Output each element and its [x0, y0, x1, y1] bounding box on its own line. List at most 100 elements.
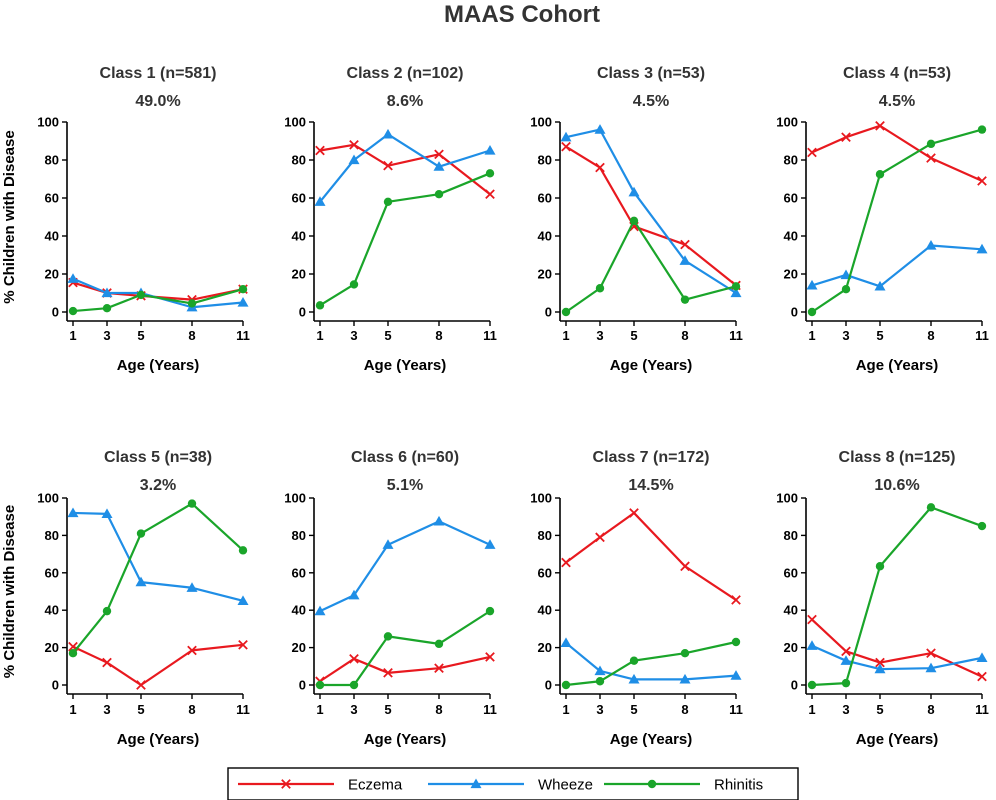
data-point-eczema: [315, 145, 325, 156]
panel-subtitle: 5.1%: [387, 477, 423, 494]
y-tick-label: 100: [776, 115, 798, 130]
data-point-eczema: [680, 561, 690, 572]
y-tick-label: 40: [292, 603, 306, 618]
panel-class-2: Class 2 (n=102) 8.6% 0 20 40 60 80 100 1 3 5 8 11 Age…: [284, 65, 497, 374]
data-point-rhinitis: [68, 306, 78, 316]
series-line-rhinitis: [320, 610, 491, 687]
y-tick-label: 60: [538, 565, 552, 580]
panel-title: Class 6 (n=60): [351, 449, 459, 466]
data-point-wheeze: [135, 576, 147, 587]
y-tick-label: 0: [299, 678, 306, 693]
data-point-rhinitis: [731, 282, 741, 291]
x-tick-label: 3: [103, 702, 110, 717]
data-point-wheeze: [730, 287, 742, 298]
data-point-wheeze: [925, 662, 937, 673]
series-rhinitis: [561, 637, 741, 690]
x-tick-label: 11: [483, 328, 497, 343]
data-point-eczema: [731, 595, 741, 605]
legend-item-wheeze: Wheeze: [428, 777, 593, 794]
series-wheeze: [560, 637, 742, 684]
x-tick-label: 1: [808, 702, 815, 717]
x-tick-label: 1: [69, 702, 76, 717]
x-tick-label: 5: [384, 702, 391, 717]
y-tick-label: 60: [538, 191, 552, 206]
series-rhinitis: [807, 125, 987, 317]
data-point-wheeze: [874, 663, 886, 674]
data-point-eczema: [349, 139, 359, 150]
series-line-rhinitis: [72, 288, 244, 313]
data-point-wheeze: [101, 508, 113, 519]
series-line-eczema: [319, 655, 491, 683]
data-point-eczema: [238, 639, 248, 650]
y-tick-label: 80: [784, 528, 798, 543]
data-point-rhinitis: [977, 521, 987, 531]
data-point-wheeze: [348, 154, 360, 165]
series-line-eczema: [72, 643, 244, 687]
x-tick-label: 8: [188, 328, 195, 343]
y-tick-label: 0: [52, 678, 59, 693]
data-point-rhinitis: [434, 639, 444, 649]
legend-marker-rhinitis: [647, 779, 657, 789]
data-point-rhinitis: [349, 280, 359, 289]
panel-subtitle: 49.0%: [135, 93, 180, 110]
legend-label: Eczema: [348, 777, 403, 794]
panel-title: Class 5 (n=38): [104, 449, 212, 466]
panel-subtitle: 4.5%: [879, 93, 915, 110]
data-point-wheeze: [484, 145, 496, 155]
data-point-rhinitis: [485, 606, 495, 616]
data-point-wheeze: [186, 582, 198, 592]
data-point-wheeze: [730, 670, 742, 680]
series-line-eczema: [811, 124, 983, 182]
x-tick-label: 11: [975, 328, 989, 343]
data-point-rhinitis: [875, 562, 885, 571]
series-line-wheeze: [811, 244, 983, 288]
y-tick-label: 40: [45, 603, 59, 618]
data-point-wheeze: [314, 196, 326, 206]
x-axis-title: Age (Years): [610, 731, 693, 748]
x-tick-label: 3: [103, 328, 110, 343]
y-tick-label: 0: [299, 305, 306, 320]
y-tick-label: 0: [52, 305, 59, 320]
y-tick-label: 100: [530, 491, 552, 506]
panel-class-5: Class 5 (n=38) 3.2% 0 20 40 60 80 100 1 3 5 8 11 Age …: [1, 449, 250, 748]
data-point-rhinitis: [102, 606, 112, 616]
series-rhinitis: [807, 503, 987, 690]
data-point-eczema: [977, 176, 987, 186]
legend-label: Rhinitis: [714, 777, 763, 794]
data-point-wheeze: [628, 186, 640, 197]
data-point-rhinitis: [102, 304, 112, 313]
panel-title: Class 2 (n=102): [347, 65, 464, 82]
data-point-rhinitis: [807, 680, 817, 690]
x-axis-title: Age (Years): [856, 357, 939, 374]
data-point-wheeze: [976, 243, 988, 254]
series-rhinitis: [315, 169, 495, 310]
data-point-wheeze: [237, 297, 249, 307]
panel-subtitle: 3.2%: [140, 477, 176, 494]
y-tick-label: 20: [292, 640, 306, 655]
series-wheeze: [560, 124, 742, 298]
data-point-wheeze: [67, 273, 79, 283]
panel-title: Class 3 (n=53): [597, 65, 705, 82]
x-tick-label: 1: [316, 702, 323, 717]
y-axis-title: % Children with Disease: [1, 130, 18, 303]
y-tick-label: 20: [538, 267, 552, 282]
series-rhinitis: [68, 499, 248, 658]
data-point-eczema: [383, 160, 393, 171]
data-point-eczema: [383, 668, 393, 678]
data-point-wheeze: [314, 605, 326, 616]
data-point-eczema: [807, 147, 817, 158]
panel-subtitle: 8.6%: [387, 93, 423, 110]
data-point-eczema: [841, 646, 851, 657]
data-point-rhinitis: [629, 656, 639, 665]
data-point-eczema: [434, 149, 444, 160]
y-tick-label: 60: [784, 191, 798, 206]
x-tick-label: 1: [808, 328, 815, 343]
panel-class-1: Class 1 (n=581) 49.0% 0 20 40 60 80 100 1 3 5 8 11 Ag…: [1, 65, 250, 374]
data-point-eczema: [434, 663, 444, 674]
series-eczema: [68, 277, 248, 305]
x-tick-label: 11: [975, 702, 989, 717]
y-tick-label: 100: [37, 491, 59, 506]
panel-title: Class 8 (n=125): [839, 449, 956, 466]
data-point-eczema: [102, 657, 112, 668]
data-point-rhinitis: [136, 290, 146, 300]
